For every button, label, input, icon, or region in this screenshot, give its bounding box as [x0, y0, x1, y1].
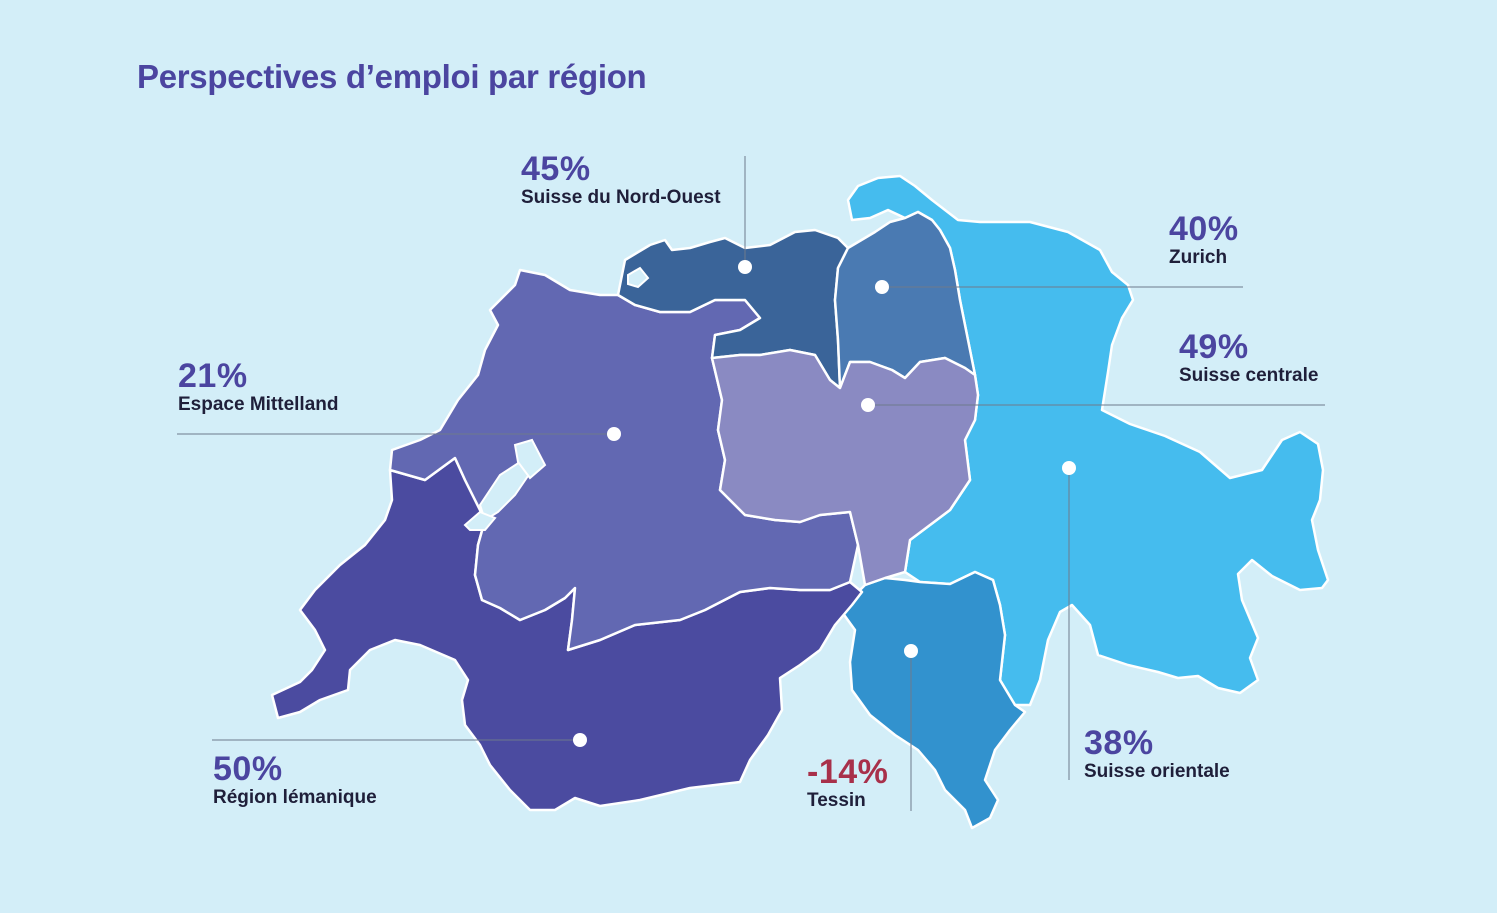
marker-orientale[interactable] [1062, 461, 1076, 475]
region-name: Zurich [1169, 247, 1228, 268]
label-suisse-orientale: 38% Suisse orientale [1084, 726, 1230, 781]
region-name: Espace Mittelland [178, 394, 339, 415]
markers [573, 260, 1076, 747]
region-value: 40% [1169, 210, 1239, 248]
region-value: 21% [178, 357, 248, 395]
lake-basel-exclave [627, 266, 650, 289]
region-value: 38% [1084, 724, 1154, 762]
region-name: Tessin [807, 790, 866, 811]
region-value: -14% [807, 753, 889, 791]
region-name: Suisse centrale [1179, 365, 1319, 386]
marker-zurich[interactable] [875, 280, 889, 294]
marker-centrale[interactable] [861, 398, 875, 412]
region-value: 49% [1179, 328, 1249, 366]
region-value: 45% [521, 150, 591, 188]
regions [270, 174, 1330, 830]
region-name: Suisse du Nord-Ouest [521, 187, 721, 208]
lake-biel [513, 438, 547, 480]
label-espace-mittelland: 21% Espace Mittelland [178, 359, 339, 414]
lakes [463, 266, 650, 531]
label-region-lemanique: 50% Région lémanique [213, 752, 377, 807]
region-tessin[interactable] [840, 570, 1027, 830]
marker-nordouest[interactable] [738, 260, 752, 274]
lake-murten [463, 510, 497, 531]
label-suisse-du-nord-ouest: 45% Suisse du Nord-Ouest [521, 152, 721, 207]
label-zurich: 40% Zurich [1169, 212, 1239, 267]
label-tessin: -14% Tessin [807, 755, 888, 810]
marker-mittelland[interactable] [607, 427, 621, 441]
region-suisse-centrale[interactable] [710, 348, 980, 587]
marker-lemanique[interactable] [573, 733, 587, 747]
label-suisse-centrale: 49% Suisse centrale [1179, 330, 1318, 385]
region-name: Région lémanique [213, 787, 377, 808]
region-value: 50% [213, 750, 283, 788]
leader-lines [177, 156, 1325, 811]
map-title: Perspectives d’emploi par région [137, 58, 647, 95]
marker-tessin[interactable] [904, 644, 918, 658]
region-name: Suisse orientale [1084, 761, 1230, 782]
